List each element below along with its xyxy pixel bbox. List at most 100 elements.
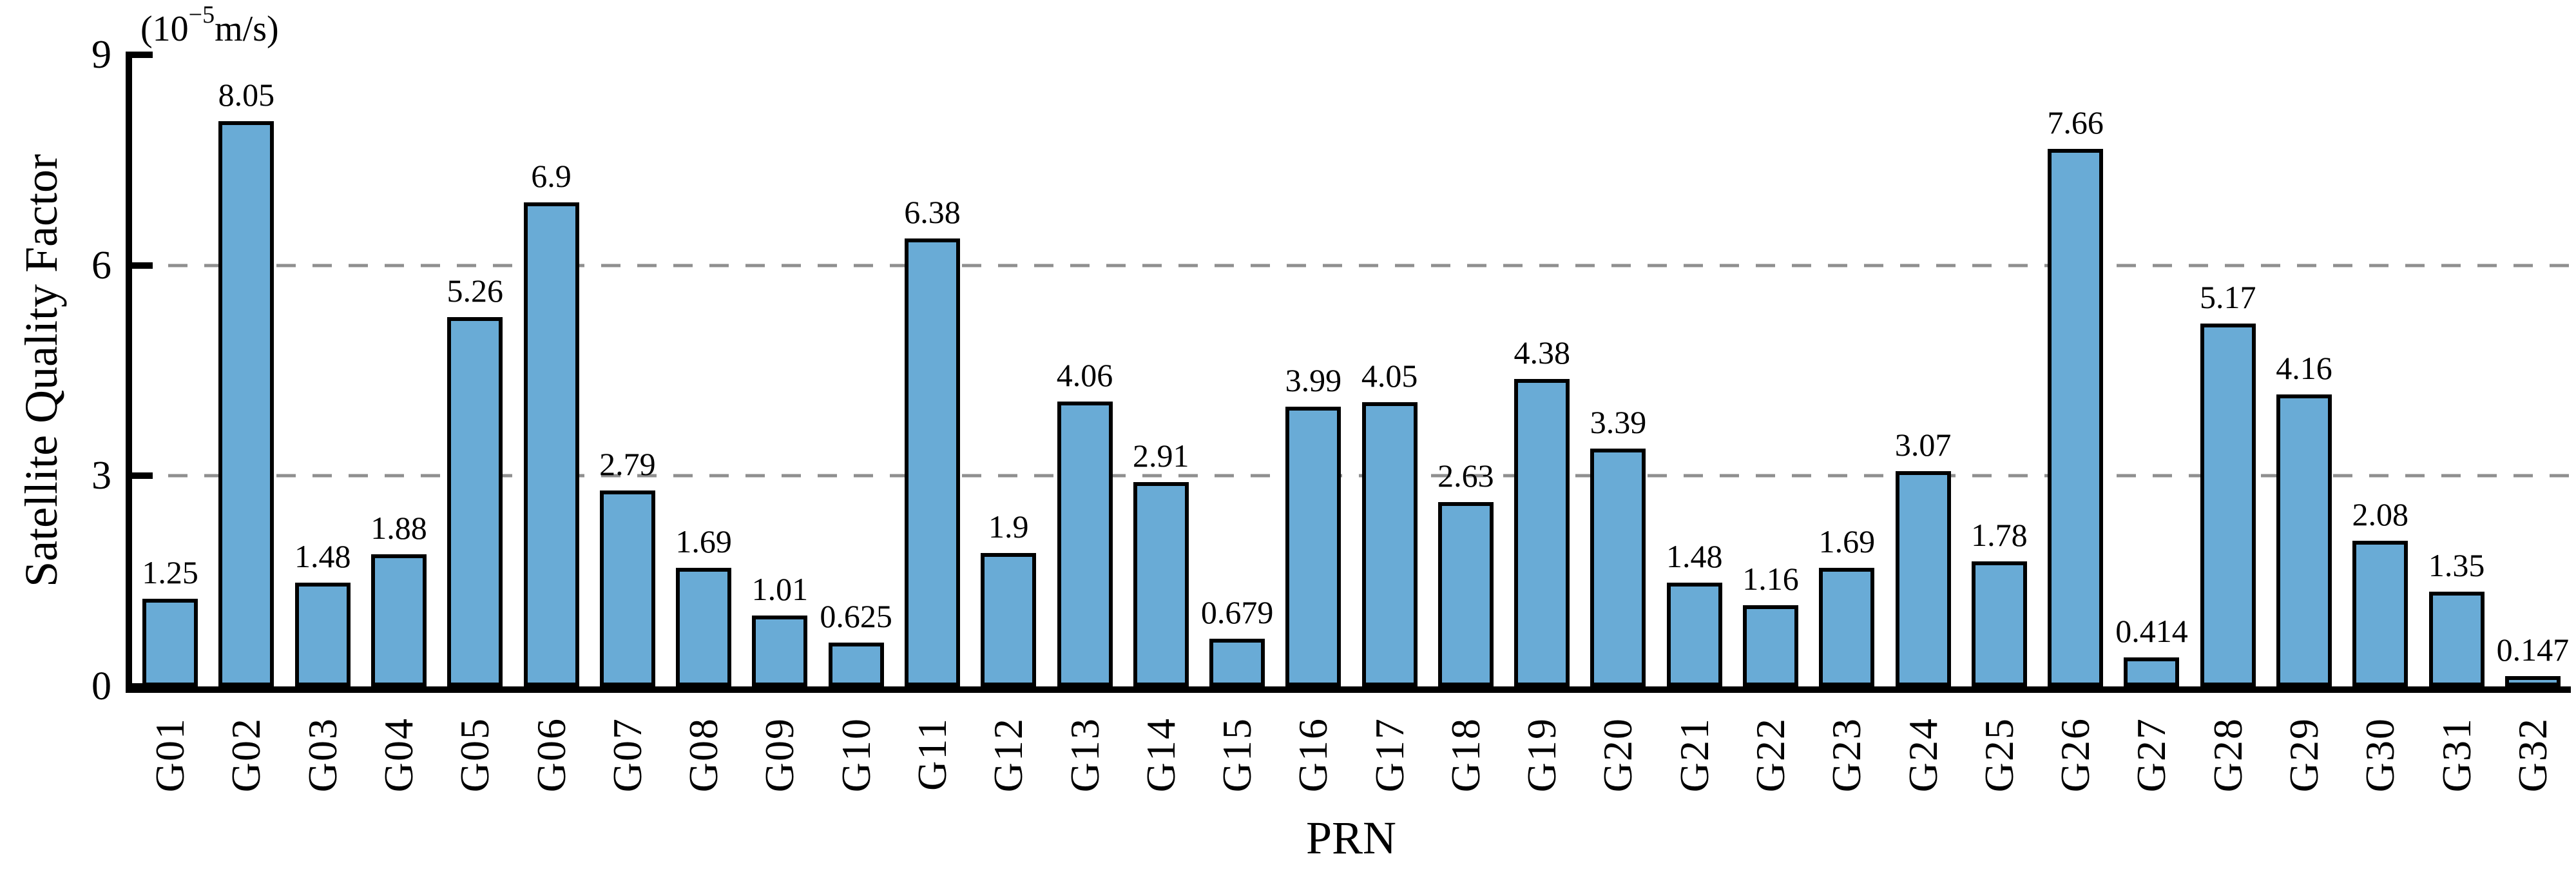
bar-G31: [2428, 592, 2485, 686]
x-tick-label-G06: G06: [528, 717, 575, 795]
unit-exponent: −5: [188, 1, 215, 28]
x-tick-label-G02: G02: [222, 717, 270, 795]
x-tick-label-text-G09: G09: [756, 717, 803, 793]
bar-G06: [523, 202, 579, 686]
bar-value-label-G31: 1.35: [2428, 547, 2485, 583]
y-tick-mark-0: [132, 683, 153, 690]
x-tick-label-text-G03: G03: [299, 717, 345, 793]
x-tick-label-text-G20: G20: [1595, 717, 1641, 793]
y-axis-unit-label: (10−5m/s): [140, 3, 279, 49]
y-tick-label-6: 6: [91, 243, 111, 287]
bar-value-label-G10: 0.625: [820, 597, 892, 634]
x-tick-label-text-G19: G19: [1519, 717, 1565, 793]
bar-value-label-G02: 8.05: [218, 77, 275, 113]
bar-value-label-G03: 1.48: [294, 538, 351, 574]
y-tick-mark-9: [132, 52, 153, 58]
x-tick-label-text-G28: G28: [2204, 717, 2251, 793]
x-tick-label-G31: G31: [2433, 717, 2481, 795]
bar-value-label-G27: 0.414: [2115, 612, 2188, 649]
bar-slot-G11: 6.38 G11: [894, 55, 970, 791]
x-tick-label-G11: G11: [908, 717, 956, 794]
bar-value-label-G24: 3.07: [1894, 426, 1952, 463]
x-tick-label-text-G23: G23: [1823, 717, 1870, 793]
bar-G19: [1514, 379, 1570, 686]
bar-G18: [1437, 501, 1494, 686]
x-tick-label-G25: G25: [1975, 717, 2023, 795]
bar-slot-G13: 4.06 G13: [1046, 55, 1122, 792]
bar-slot-G08: 1.69 G08: [666, 55, 742, 792]
x-axis-line: [126, 686, 2571, 693]
bar-G20: [1590, 448, 1646, 686]
bar-slot-G09: 1.01 G09: [742, 55, 818, 792]
x-tick-label-G32: G32: [2509, 717, 2557, 795]
x-tick-label-G20: G20: [1594, 717, 1642, 795]
x-tick-label-G04: G04: [375, 717, 423, 795]
bar-value-label-G21: 1.48: [1666, 538, 1723, 574]
x-tick-label-G29: G29: [2280, 717, 2328, 795]
x-tick-label-text-G04: G04: [375, 717, 421, 793]
bar-slot-G23: 1.69 G23: [1809, 55, 1885, 792]
x-tick-label-G12: G12: [985, 717, 1032, 795]
bar-G09: [752, 616, 808, 686]
bar-G25: [1971, 561, 2027, 686]
bar-value-label-G04: 1.88: [370, 510, 427, 547]
bar-slot-G04: 1.88 G04: [361, 55, 437, 792]
bar-value-label-G25: 1.78: [1971, 517, 2028, 554]
bar-G07: [599, 490, 655, 686]
y-tick-label-9: 9: [91, 33, 111, 77]
bar-slot-G10: 0.625 G10: [818, 55, 894, 792]
bar-G29: [2276, 394, 2332, 686]
bar-value-label-G12: 1.9: [988, 509, 1029, 545]
bar-slot-G30: 2.08 G30: [2342, 55, 2418, 793]
bar-value-label-G30: 2.08: [2352, 496, 2409, 532]
bar-value-label-G26: 7.66: [2047, 104, 2104, 141]
bar-value-label-G32: 0.147: [2496, 632, 2570, 668]
x-tick-label-G24: G24: [1899, 717, 1947, 795]
bars-container: 1.25 G01 8.05 G02 1.48 G03 1.88 G04 5.26 G05 6.9 G0…: [132, 55, 2571, 793]
x-tick-label-text-G15: G15: [1214, 717, 1260, 793]
x-tick-label-text-G13: G13: [1061, 717, 1108, 793]
bar-slot-G02: 8.05 G02: [208, 55, 284, 792]
x-tick-label-G18: G18: [1442, 717, 1490, 795]
bar-G17: [1361, 402, 1418, 686]
bar-slot-G07: 2.79 G07: [590, 55, 666, 792]
unit-suffix: m/s): [215, 9, 279, 49]
x-tick-label-text-G02: G02: [223, 717, 269, 793]
x-tick-label-text-G01: G01: [147, 717, 193, 793]
bar-value-label-G14: 2.91: [1133, 438, 1189, 474]
bar-value-label-G07: 2.79: [599, 446, 656, 483]
x-tick-label-G01: G01: [146, 717, 194, 795]
bar-G26: [2048, 148, 2104, 686]
y-axis-title-text: Satellite Quality Factor: [15, 154, 67, 587]
y-tick-mark-6: [132, 262, 153, 269]
y-tick-label-0: 0: [91, 665, 111, 708]
bar-slot-G28: 5.17 G28: [2190, 55, 2266, 792]
bar-value-label-G16: 3.99: [1285, 362, 1342, 398]
bar-G05: [447, 317, 503, 686]
bar-slot-G15: 0.679 G15: [1199, 55, 1275, 792]
bar-G03: [294, 582, 351, 686]
x-tick-label-G19: G19: [1518, 717, 1566, 795]
bar-slot-G19: 4.38 G19: [1504, 55, 1580, 792]
bar-G21: [1666, 582, 1722, 686]
bar-slot-G17: 4.05 G17: [1352, 55, 1428, 792]
x-tick-label-G23: G23: [1823, 717, 1870, 795]
x-tick-label-G26: G26: [2052, 717, 2099, 795]
bar-G24: [1895, 471, 1951, 686]
bar-G01: [142, 598, 198, 686]
x-tick-label-G28: G28: [2204, 717, 2252, 795]
bar-slot-G24: 3.07 G24: [1885, 55, 1961, 793]
bar-G02: [218, 121, 274, 686]
bar-slot-G03: 1.48 G03: [285, 55, 361, 792]
bar-G12: [981, 553, 1037, 686]
x-tick-label-text-G05: G05: [452, 717, 498, 793]
x-tick-label-text-G07: G07: [604, 717, 650, 793]
bar-G30: [2352, 540, 2408, 686]
x-tick-label-text-G18: G18: [1442, 717, 1488, 793]
x-tick-label-G03: G03: [299, 717, 347, 795]
bar-slot-G32: 0.147 G32: [2495, 55, 2571, 792]
bar-slot-G25: 1.78 G25: [1961, 55, 2037, 792]
bar-G16: [1285, 406, 1341, 686]
bar-slot-G21: 1.48 G21: [1657, 55, 1733, 792]
bar-value-label-G01: 1.25: [142, 554, 198, 590]
